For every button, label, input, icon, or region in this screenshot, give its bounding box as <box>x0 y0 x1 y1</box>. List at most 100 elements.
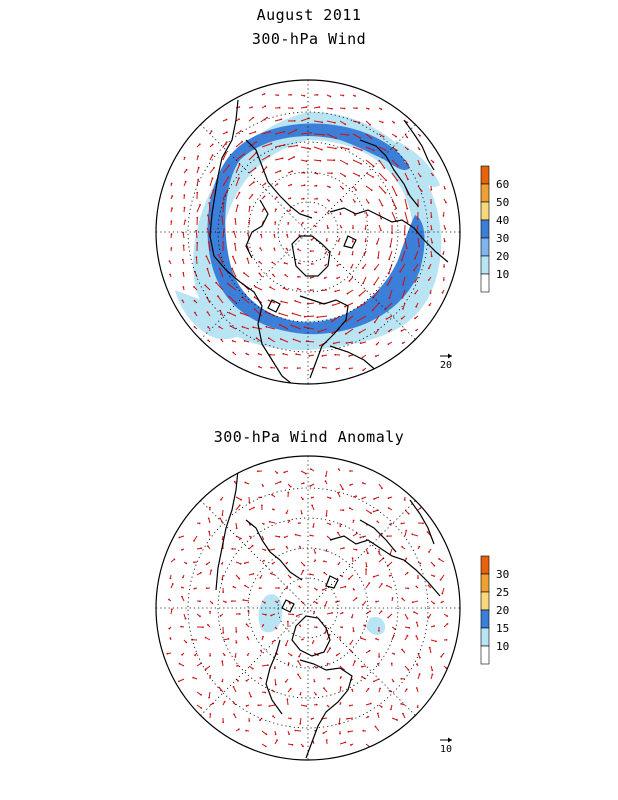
wind-vector-head <box>225 141 228 144</box>
wind-vector <box>402 302 406 310</box>
wind-vector-head <box>414 281 416 283</box>
wind-vector-head <box>221 514 224 516</box>
wind-vector-head <box>355 189 357 191</box>
wind-vector-head <box>262 208 265 211</box>
wind-vector-head <box>289 197 292 200</box>
wind-vector-head <box>432 174 434 177</box>
wind-vector-head <box>210 130 213 133</box>
wind-vector-head <box>393 653 396 655</box>
wind-vector-head <box>185 562 188 565</box>
wind-vector-head <box>335 601 337 603</box>
wind-vector-head <box>446 615 449 617</box>
wind-vector-head <box>297 660 299 662</box>
wind-vector-head <box>397 164 399 167</box>
wind-vector-head <box>349 643 352 645</box>
wind-vector-head <box>276 472 279 474</box>
wind-vector <box>387 276 393 286</box>
wind-vector-head <box>272 508 274 511</box>
wind-vector-head <box>415 305 418 308</box>
wind-vector-head <box>237 664 239 667</box>
wind-vector <box>378 211 382 219</box>
wind-vector <box>274 157 283 161</box>
wind-vector <box>222 177 229 187</box>
wind-vector <box>304 326 315 330</box>
wind-vector-head <box>319 159 322 162</box>
wind-vector <box>300 159 307 162</box>
wind-vector-head <box>278 312 281 315</box>
wind-vector-head <box>326 662 329 665</box>
wind-vector-head <box>372 510 375 513</box>
wind-vector-head <box>362 604 364 606</box>
wind-vector <box>365 172 374 178</box>
wind-vector-head <box>293 156 295 158</box>
wind-vector-head <box>400 259 403 262</box>
wind-vector-head <box>213 166 216 169</box>
wind-vector <box>261 143 272 148</box>
wind-vector-head <box>317 330 320 333</box>
wind-vector <box>374 263 380 270</box>
wind-vector-head <box>440 601 443 604</box>
wind-vector-head <box>327 227 329 230</box>
wind-vector-head <box>182 244 185 247</box>
wind-vector <box>218 254 224 265</box>
wind-vector-head <box>311 642 314 644</box>
wind-vector-head <box>361 482 364 484</box>
wind-vector-head <box>243 153 246 156</box>
wind-vector-head <box>297 275 299 278</box>
wind-vector-head <box>178 662 181 665</box>
wind-vector-head <box>271 261 274 264</box>
wind-vector-head <box>245 705 248 707</box>
wind-vector <box>339 172 346 177</box>
wind-vector <box>208 691 211 698</box>
wind-vector <box>208 242 211 252</box>
wind-vector-head <box>196 241 199 244</box>
wind-vector-head <box>303 184 306 187</box>
wind-vector-head <box>207 326 210 328</box>
wind-vector-head <box>222 631 225 634</box>
wind-vector <box>206 297 211 304</box>
wind-vector-head <box>267 337 270 340</box>
wind-vector-head <box>173 558 176 561</box>
wind-vector <box>391 717 398 721</box>
wind-vector-head <box>231 255 234 258</box>
wind-vector <box>274 131 285 135</box>
wind-vector <box>378 198 383 206</box>
wind-vector-head <box>302 197 305 200</box>
wind-vector-head <box>442 215 445 217</box>
wind-vector-head <box>257 353 260 355</box>
wind-vector <box>261 117 268 122</box>
wind-vector-head <box>351 240 354 243</box>
wind-vector-head <box>396 719 398 721</box>
wind-vector <box>248 141 257 148</box>
wind-vector-head <box>395 194 398 197</box>
wind-vector-head <box>288 733 290 735</box>
wind-vector-head <box>296 287 299 290</box>
wind-vector-head <box>283 130 286 133</box>
wind-vector-head <box>247 232 249 235</box>
wind-vector-head <box>245 623 248 626</box>
wind-vector-head <box>241 325 244 328</box>
wind-vector <box>391 185 398 196</box>
wind-vector-head <box>339 525 342 528</box>
wind-vector-head <box>310 468 312 470</box>
wind-vector-head <box>325 550 328 552</box>
wind-vector-head <box>197 166 200 169</box>
wind-vector-head <box>331 332 333 335</box>
wind-vector-head <box>166 652 169 655</box>
panel2-anomaly-light-band <box>366 616 386 635</box>
wind-vector-head <box>169 577 172 580</box>
wind-vector-head <box>406 634 409 637</box>
wind-vector-head <box>275 208 277 211</box>
wind-vector-head <box>318 303 321 305</box>
wind-vector-head <box>223 700 226 703</box>
wind-vector-head <box>302 209 304 212</box>
wind-vector-head <box>376 520 379 523</box>
wind-vector-head <box>184 617 187 620</box>
wind-vector-head <box>401 648 403 651</box>
wind-vector-head <box>252 326 255 329</box>
wind-vector-head <box>184 180 187 183</box>
wind-vector <box>269 704 276 707</box>
wind-vector-head <box>381 121 384 124</box>
wind-vector-head <box>316 197 318 200</box>
wind-vector-head <box>298 585 301 588</box>
